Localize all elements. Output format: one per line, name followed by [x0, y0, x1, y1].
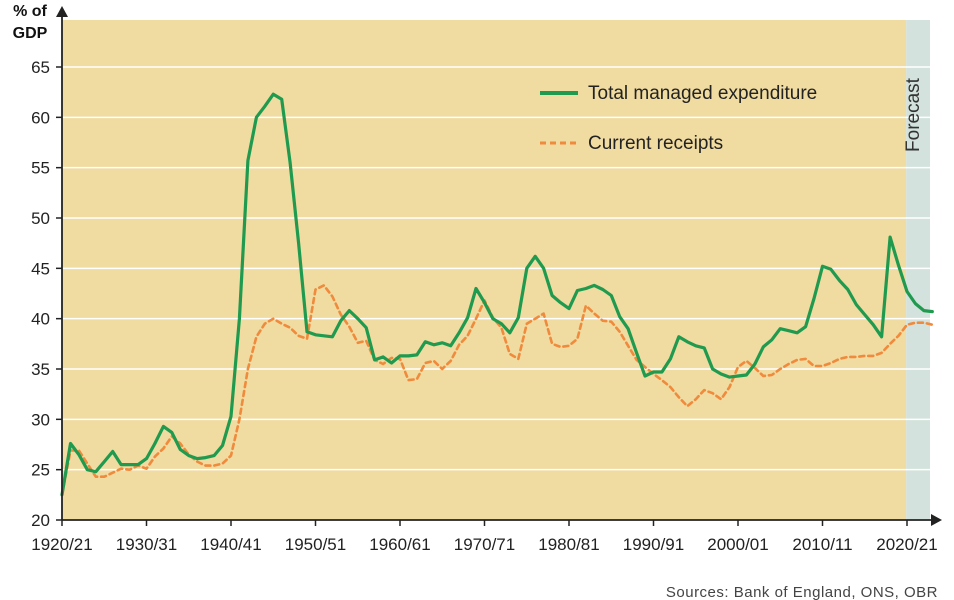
y-tick-label-45: 45 — [31, 259, 50, 278]
legend: Total managed expenditure Current receip… — [540, 83, 817, 154]
x-axis-arrow — [931, 514, 942, 526]
x-tick-label-1930: 1930/31 — [116, 535, 177, 554]
legend-label-current-receipts: Current receipts — [588, 133, 723, 154]
y-tick-label-65: 65 — [31, 58, 50, 77]
x-tick-label-2000: 2000/01 — [707, 535, 768, 554]
forecast-region — [906, 20, 930, 520]
y-tick-label-25: 25 — [31, 461, 50, 480]
legend-label-total-managed-expenditure: Total managed expenditure — [588, 83, 817, 104]
series-line-total-managed-expenditure — [60, 92, 934, 497]
x-tick-label-1960: 1960/61 — [369, 535, 430, 554]
plot-area — [62, 20, 930, 520]
y-axis-arrow — [56, 6, 68, 17]
y-tick-label-55: 55 — [31, 159, 50, 178]
y-tick-label-50: 50 — [31, 209, 50, 228]
x-tick-label-1940: 1940/41 — [200, 535, 261, 554]
y-tick-label-40: 40 — [31, 310, 50, 329]
x-tick-label-2010: 2010/11 — [792, 535, 852, 554]
axes — [56, 6, 942, 526]
y-tick-label-30: 30 — [31, 410, 50, 429]
x-tick-label-1920: 1920/21 — [31, 535, 92, 554]
plot-background — [62, 20, 907, 520]
x-tick-label-1970: 1970/71 — [454, 535, 515, 554]
y-axis-label-line1: % of — [13, 3, 47, 20]
x-tick-label-1980: 1980/81 — [538, 535, 599, 554]
source-note: Sources: Bank of England, ONS, OBR — [666, 584, 938, 600]
x-tick-label-2020: 2020/21 — [876, 535, 937, 554]
y-tick-label-20: 20 — [31, 511, 50, 530]
forecast-label: Forecast — [903, 77, 924, 152]
axis-labels: 20 25 30 35 40 45 50 55 60 65 1920/21 1930/31 1940/4… — [31, 58, 938, 554]
x-tick-label-1950: 1950/51 — [285, 535, 346, 554]
series-lines — [60, 92, 934, 497]
x-tick-label-1990: 1990/91 — [623, 535, 684, 554]
y-axis-label-line2: GDP — [13, 25, 48, 42]
y-tick-label-60: 60 — [31, 108, 50, 127]
y-tick-label-35: 35 — [31, 360, 50, 379]
gridlines — [56, 66, 930, 521]
